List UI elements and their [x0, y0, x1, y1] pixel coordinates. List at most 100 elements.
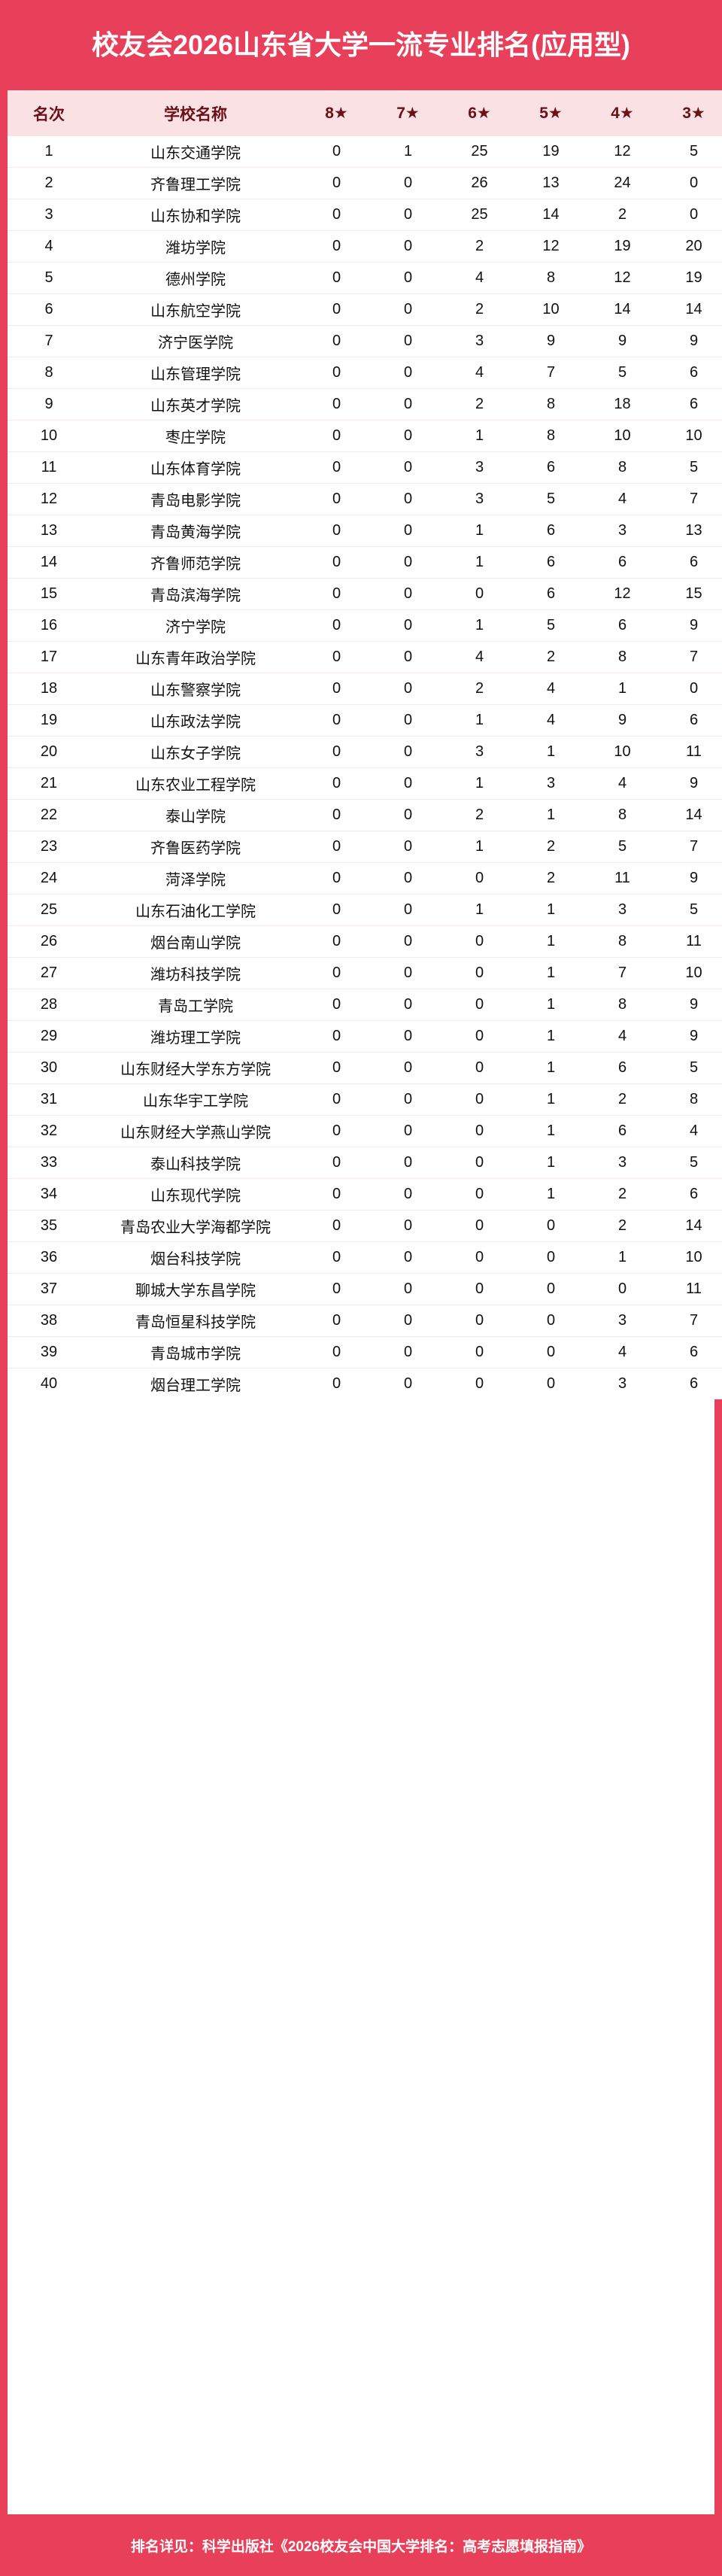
cell-rank: 13	[8, 515, 90, 547]
table-row: 3 山东协和学院 0 0 25 14 2 0	[8, 199, 722, 231]
cell-4-star: 5	[587, 357, 658, 389]
cell-7-star: 0	[372, 831, 444, 863]
cell-7-star: 0	[372, 483, 444, 515]
cell-5-star: 1	[515, 989, 587, 1021]
cell-3-star: 10	[658, 1241, 722, 1274]
cell-school: 齐鲁师范学院	[90, 546, 301, 579]
cell-rank: 21	[8, 767, 90, 800]
table-row: 8 山东管理学院 0 0 4 7 5 6	[8, 357, 722, 389]
cell-5-star: 6	[515, 546, 587, 579]
table-row: 19 山东政法学院 0 0 1 4 9 6	[8, 704, 722, 737]
cell-8-star: 0	[301, 1336, 372, 1368]
cell-3-star: 14	[658, 799, 722, 831]
footer-banner: 排名详见：科学出版社《2026校友会中国大学排名：高考志愿填报指南》	[0, 2514, 722, 2576]
cell-6-star: 0	[444, 925, 515, 958]
cell-school: 泰山学院	[90, 799, 301, 831]
cell-rank: 35	[8, 1210, 90, 1242]
table-row: 14 齐鲁师范学院 0 0 1 6 6 6	[8, 546, 722, 579]
table-row: 35 青岛农业大学海都学院 0 0 0 0 2 14	[8, 1210, 722, 1242]
cell-6-star: 0	[444, 1305, 515, 1337]
table-row: 7 济宁医学院 0 0 3 9 9 9	[8, 325, 722, 357]
column-header-8-star: 8★	[301, 90, 372, 136]
cell-3-star: 4	[658, 1115, 722, 1147]
cell-5-star: 0	[515, 1336, 587, 1368]
cell-7-star: 0	[372, 1305, 444, 1337]
table-row: 2 齐鲁理工学院 0 0 26 13 24 0	[8, 167, 722, 199]
cell-7-star: 0	[372, 1368, 444, 1399]
cell-3-star: 8	[658, 1083, 722, 1116]
table-row: 12 青岛电影学院 0 0 3 5 4 7	[8, 483, 722, 515]
column-header-5-star: 5★	[515, 90, 587, 136]
table-row: 29 潍坊理工学院 0 0 0 1 4 9	[8, 1020, 722, 1053]
cell-6-star: 26	[444, 167, 515, 199]
cell-6-star: 0	[444, 1336, 515, 1368]
cell-4-star: 1	[587, 1241, 658, 1274]
cell-8-star: 0	[301, 1368, 372, 1399]
cell-8-star: 0	[301, 1273, 372, 1305]
cell-5-star: 1	[515, 1020, 587, 1053]
cell-7-star: 0	[372, 1273, 444, 1305]
table-row: 20 山东女子学院 0 0 3 1 10 11	[8, 736, 722, 768]
cell-3-star: 5	[658, 1147, 722, 1179]
cell-3-star: 7	[658, 483, 722, 515]
cell-7-star: 0	[372, 325, 444, 357]
cell-7-star: 0	[372, 989, 444, 1021]
cell-5-star: 2	[515, 862, 587, 895]
cell-3-star: 6	[658, 357, 722, 389]
cell-5-star: 5	[515, 483, 587, 515]
cell-4-star: 2	[587, 1083, 658, 1116]
cell-8-star: 0	[301, 1083, 372, 1116]
table-row: 21 山东农业工程学院 0 0 1 3 4 9	[8, 767, 722, 800]
cell-rank: 7	[8, 325, 90, 357]
cell-rank: 38	[8, 1305, 90, 1337]
cell-7-star: 0	[372, 736, 444, 768]
cell-3-star: 0	[658, 673, 722, 705]
cell-5-star: 8	[515, 262, 587, 294]
table-row: 26 烟台南山学院 0 0 0 1 8 11	[8, 925, 722, 958]
cell-5-star: 12	[515, 230, 587, 263]
cell-6-star: 0	[444, 989, 515, 1021]
cell-6-star: 3	[444, 483, 515, 515]
cell-rank: 1	[8, 136, 90, 168]
cell-rank: 27	[8, 957, 90, 989]
cell-school: 青岛恒星科技学院	[90, 1305, 301, 1337]
cell-3-star: 7	[658, 831, 722, 863]
cell-school: 山东警察学院	[90, 673, 301, 705]
cell-4-star: 8	[587, 799, 658, 831]
cell-4-star: 3	[587, 1147, 658, 1179]
table-row: 39 青岛城市学院 0 0 0 0 4 6	[8, 1336, 722, 1368]
cell-7-star: 0	[372, 609, 444, 642]
cell-7-star: 0	[372, 357, 444, 389]
cell-8-star: 0	[301, 167, 372, 199]
cell-8-star: 0	[301, 925, 372, 958]
table-row: 13 青岛黄海学院 0 0 1 6 3 13	[8, 515, 722, 547]
cell-rank: 24	[8, 862, 90, 895]
cell-8-star: 0	[301, 1052, 372, 1084]
cell-3-star: 5	[658, 894, 722, 926]
cell-6-star: 25	[444, 199, 515, 231]
cell-rank: 22	[8, 799, 90, 831]
cell-3-star: 20	[658, 230, 722, 263]
cell-5-star: 8	[515, 388, 587, 421]
cell-7-star: 0	[372, 1210, 444, 1242]
cell-school: 山东农业工程学院	[90, 767, 301, 800]
cell-3-star: 6	[658, 704, 722, 737]
cell-3-star: 6	[658, 1368, 722, 1399]
cell-4-star: 6	[587, 609, 658, 642]
table-header-row: 名次 学校名称 8★ 7★ 6★ 5★ 4★ 3★	[8, 90, 722, 136]
cell-7-star: 0	[372, 957, 444, 989]
cell-8-star: 0	[301, 199, 372, 231]
cell-4-star: 0	[587, 1273, 658, 1305]
cell-rank: 19	[8, 704, 90, 737]
cell-6-star: 0	[444, 1241, 515, 1274]
cell-4-star: 2	[587, 1178, 658, 1211]
cell-5-star: 0	[515, 1368, 587, 1399]
cell-rank: 33	[8, 1147, 90, 1179]
cell-6-star: 3	[444, 736, 515, 768]
cell-school: 菏泽学院	[90, 862, 301, 895]
cell-6-star: 0	[444, 1083, 515, 1116]
cell-3-star: 10	[658, 420, 722, 452]
cell-7-star: 0	[372, 420, 444, 452]
cell-8-star: 0	[301, 831, 372, 863]
